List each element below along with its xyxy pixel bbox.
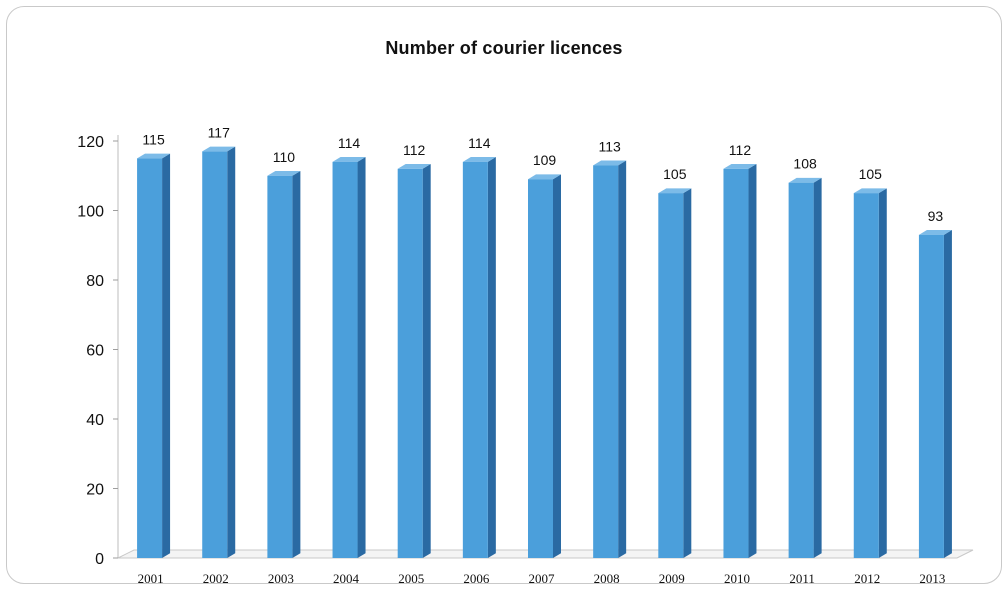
x-tick-label: 2011 xyxy=(789,571,815,586)
bar-top xyxy=(528,174,561,180)
x-tick-label: 2006 xyxy=(463,571,490,586)
data-label: 114 xyxy=(338,135,361,151)
bar-top xyxy=(788,177,822,183)
data-label: 114 xyxy=(468,135,491,151)
bar-front xyxy=(332,161,358,558)
bar-front xyxy=(202,151,228,559)
data-label: 110 xyxy=(273,149,296,165)
bar-side xyxy=(943,230,952,558)
bar xyxy=(528,174,561,559)
bar-top xyxy=(202,146,236,152)
bar-front xyxy=(528,179,553,558)
bar xyxy=(332,157,366,559)
data-label: 108 xyxy=(793,156,817,172)
bar-top xyxy=(137,153,171,159)
bar xyxy=(788,177,822,558)
data-label: 113 xyxy=(598,138,621,154)
bar xyxy=(267,170,301,558)
bar-side xyxy=(292,170,301,558)
data-label: 105 xyxy=(663,166,687,182)
y-tick-label: 60 xyxy=(86,343,104,360)
bar-top xyxy=(723,164,757,169)
bar-side xyxy=(422,164,431,558)
bar xyxy=(202,146,236,559)
bar-side xyxy=(227,146,236,558)
data-label: 115 xyxy=(142,131,165,147)
x-tick-label: 2013 xyxy=(919,571,945,586)
bar-top xyxy=(267,170,301,176)
data-label: 112 xyxy=(403,142,426,158)
x-tick-label: 2004 xyxy=(333,571,360,586)
y-tick-label: 20 xyxy=(86,482,104,499)
bar xyxy=(137,153,171,558)
x-tick-label: 2007 xyxy=(529,571,556,586)
bar-top xyxy=(593,160,627,166)
x-tick-label: 2005 xyxy=(398,571,424,586)
bar-top xyxy=(658,188,692,194)
bar-side xyxy=(618,160,627,558)
bar xyxy=(593,160,627,558)
bar-side xyxy=(357,157,366,559)
x-tick-label: 2003 xyxy=(268,571,294,586)
chart-frame xyxy=(6,6,1002,584)
bar xyxy=(918,230,952,558)
x-tick-label: 2008 xyxy=(594,571,620,586)
bar xyxy=(658,188,692,558)
data-label: 93 xyxy=(928,208,944,224)
bar-front xyxy=(137,158,163,558)
bar-side xyxy=(813,177,822,558)
y-tick-label: 40 xyxy=(86,412,104,429)
bar-front xyxy=(267,175,293,558)
bar-front xyxy=(723,168,749,559)
x-tick-label: 2010 xyxy=(724,571,750,586)
bar-front xyxy=(853,193,879,558)
y-tick-label: 0 xyxy=(95,551,104,568)
bar-side xyxy=(878,188,887,558)
bar xyxy=(723,164,757,559)
bar-side xyxy=(748,164,757,558)
y-tick-label: 100 xyxy=(77,204,104,221)
x-tick-label: 2012 xyxy=(854,571,880,586)
bar-front xyxy=(397,168,423,559)
bar xyxy=(397,164,431,559)
bar-front xyxy=(593,165,619,558)
x-tick-label: 2009 xyxy=(659,571,685,586)
x-tick-label: 2002 xyxy=(203,571,229,586)
bar-front xyxy=(918,234,944,558)
bar-front xyxy=(658,193,684,558)
x-tick-label: 2001 xyxy=(138,571,164,586)
bar xyxy=(853,188,887,558)
bar-top xyxy=(918,230,952,235)
chart-title: Number of courier licences xyxy=(385,38,623,58)
data-label: 117 xyxy=(208,124,231,140)
bar-top xyxy=(332,157,366,162)
y-tick-label: 120 xyxy=(77,134,104,151)
bar-side xyxy=(553,174,561,559)
bar-front xyxy=(788,182,814,558)
bar-side xyxy=(683,188,692,558)
bar xyxy=(462,157,496,559)
y-tick-label: 80 xyxy=(86,273,104,290)
data-label: 105 xyxy=(859,166,883,182)
bar-side xyxy=(162,153,171,558)
bar-top xyxy=(397,164,431,169)
bar-front xyxy=(462,161,488,558)
bar-top xyxy=(462,157,496,162)
data-label: 112 xyxy=(729,142,752,158)
data-label: 109 xyxy=(533,152,557,168)
bar-top xyxy=(853,188,887,194)
bar-side xyxy=(487,157,496,559)
